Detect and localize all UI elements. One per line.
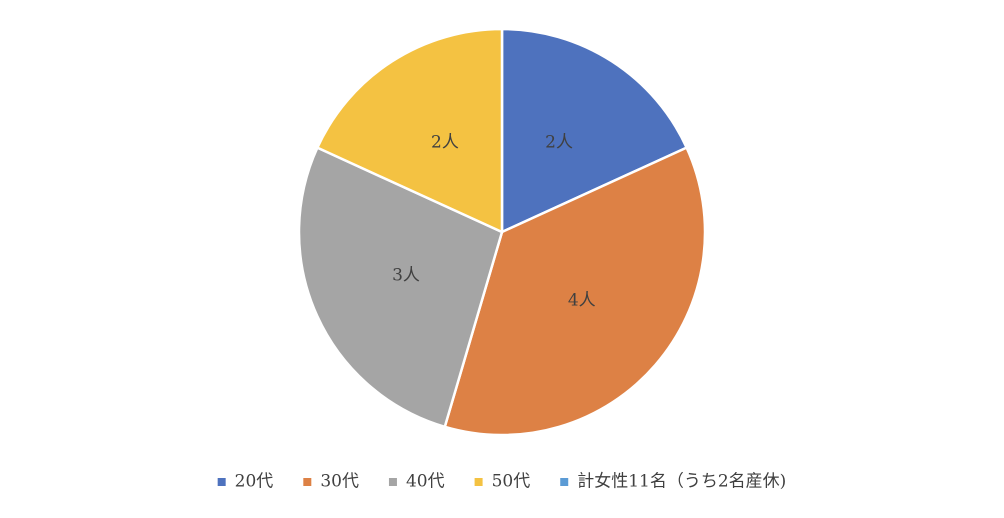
legend-marker [388, 478, 397, 486]
legend-label: 計女性11名（うち2名産休) [577, 472, 786, 492]
data-label-30代: 4人 [568, 291, 596, 311]
data-label-40代: 3人 [392, 265, 420, 285]
legend-label: 20代 [235, 472, 274, 492]
legend-item-30代: 30代 [303, 472, 359, 492]
pie-slice-40代 [297, 146, 504, 429]
data-label-50代: 2人 [431, 133, 459, 153]
pie-slice-20代 [500, 27, 688, 234]
legend-marker [217, 478, 226, 486]
pie-slice-30代 [443, 146, 707, 437]
data-label-20代: 2人 [545, 133, 573, 153]
legend-item-計女性11名（うち2名産休): 計女性11名（うち2名産休) [560, 472, 786, 492]
pie-data-labels: 2人 4人 3人 2人 [392, 133, 596, 311]
legend-item-50代: 50代 [474, 472, 531, 492]
legend-marker [303, 478, 312, 486]
pie-slices [297, 27, 707, 437]
legend-label: 40代 [406, 472, 445, 492]
pie-slice-50代 [316, 27, 504, 234]
legend-marker [474, 478, 483, 486]
legend-item-20代: 20代 [217, 472, 274, 492]
legend-label: 50代 [492, 472, 531, 492]
legend-marker [560, 478, 569, 486]
legend-label: 30代 [320, 472, 359, 492]
legend: 20代 30代 40代 50代 計女性11名（うち2名産休) [217, 472, 786, 492]
legend-item-40代: 40代 [388, 472, 445, 492]
